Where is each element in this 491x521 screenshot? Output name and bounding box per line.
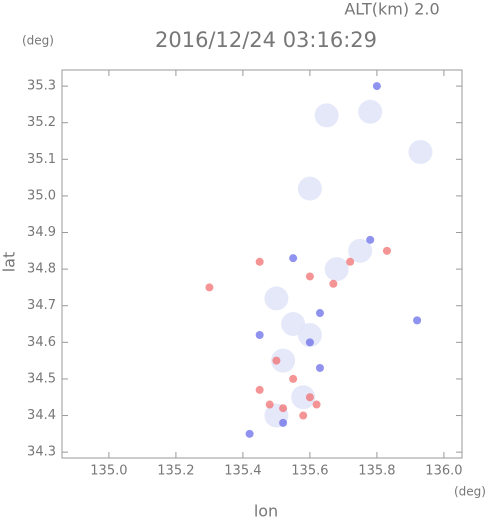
echo-point bbox=[289, 254, 298, 263]
x-tick-label: 135.8 bbox=[358, 464, 395, 479]
echo-point bbox=[255, 257, 264, 266]
echo-point bbox=[205, 283, 214, 292]
echo-point bbox=[329, 279, 338, 288]
echo-point bbox=[366, 235, 375, 244]
echo-point bbox=[291, 385, 316, 410]
echo-point bbox=[299, 411, 308, 420]
echo-point bbox=[324, 257, 349, 282]
echo-point bbox=[408, 139, 433, 164]
echo-point bbox=[305, 272, 314, 281]
y-tick-label: 35.3 bbox=[27, 79, 56, 94]
echo-point bbox=[255, 331, 264, 340]
y-tick-label: 34.8 bbox=[27, 262, 56, 277]
echo-point bbox=[279, 418, 288, 427]
echo-point bbox=[305, 338, 314, 347]
echo-point bbox=[297, 176, 322, 201]
echo-point bbox=[271, 348, 296, 373]
x-unit: (deg) bbox=[454, 485, 486, 499]
y-tick-label: 35.1 bbox=[27, 152, 56, 167]
altitude: ALT(km) 2.0 bbox=[344, 0, 439, 19]
y-tick-label: 35.2 bbox=[27, 115, 56, 130]
x-tick-label: 136.0 bbox=[425, 464, 462, 479]
echo-point bbox=[297, 323, 322, 348]
x-tick-label: 135.2 bbox=[157, 464, 194, 479]
y-tick-label: 34.4 bbox=[27, 408, 56, 423]
chart-title: 2016/12/24 03:16:29 bbox=[155, 28, 377, 52]
y-tick-label: 34.6 bbox=[27, 335, 56, 350]
echo-point bbox=[413, 316, 422, 325]
y-label: lat bbox=[0, 252, 19, 273]
y-tick-label: 34.9 bbox=[27, 225, 56, 240]
echo-point bbox=[312, 400, 321, 409]
plot-frame bbox=[61, 69, 463, 459]
x-tick-label: 135.0 bbox=[90, 464, 127, 479]
x-tick-label: 135.6 bbox=[291, 464, 328, 479]
echo-point bbox=[265, 400, 274, 409]
echo-point bbox=[289, 374, 298, 383]
y-tick-label: 34.7 bbox=[27, 298, 56, 313]
y-tick-label: 34.3 bbox=[27, 445, 56, 460]
echo-point bbox=[264, 286, 289, 311]
echo-point bbox=[315, 363, 324, 372]
echo-point bbox=[382, 246, 391, 255]
y-unit: (deg) bbox=[22, 34, 54, 48]
echo-point bbox=[348, 238, 373, 263]
x-tick-label: 135.4 bbox=[224, 464, 261, 479]
echo-point bbox=[314, 103, 339, 128]
x-label: lon bbox=[254, 502, 278, 521]
echo-point bbox=[346, 257, 355, 266]
echo-point bbox=[255, 385, 264, 394]
echo-point bbox=[358, 99, 383, 124]
echo-point bbox=[315, 309, 324, 318]
y-tick-label: 34.5 bbox=[27, 371, 56, 386]
echo-point bbox=[245, 429, 254, 438]
echo-point bbox=[372, 82, 381, 91]
echo-point bbox=[279, 404, 288, 413]
y-tick-label: 35.0 bbox=[27, 188, 56, 203]
echo-point bbox=[272, 356, 281, 365]
echo-point bbox=[305, 393, 314, 402]
